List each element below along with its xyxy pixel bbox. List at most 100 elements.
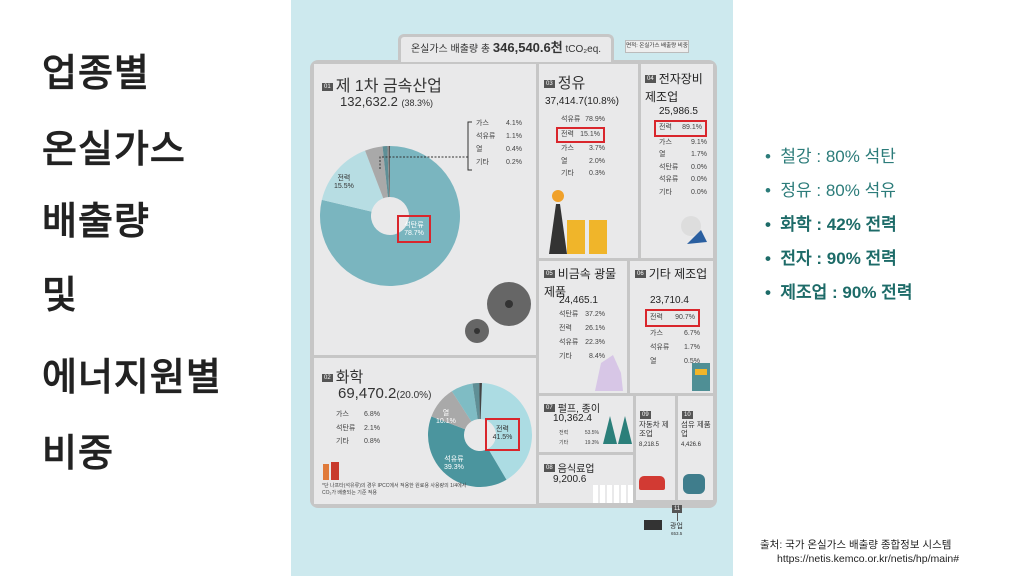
excavator-icon [644, 520, 662, 530]
slice-label: 열 [442, 410, 450, 417]
energy-source: 기타 [559, 440, 569, 446]
energy-source: 전력 [659, 124, 672, 131]
donut-chart-01 [320, 146, 460, 286]
sector-number: 11 [672, 504, 683, 513]
sector-number: 08 [544, 463, 555, 472]
energy-pct: 26.1% [585, 325, 605, 332]
bullet-icon: • [765, 215, 771, 234]
energy-source: 석유류 [650, 344, 670, 351]
sector-name: 광업 [670, 523, 683, 530]
title-line: 업종별 [42, 53, 150, 95]
key-point-text: 화학 : 42% 전력 [780, 215, 897, 234]
energy-source: 석탄류 [559, 311, 579, 318]
donut-slice-석탄류 [472, 383, 480, 420]
sector-share: (38.3%) [401, 98, 433, 108]
slice-value: 10.1% [436, 418, 456, 425]
sector-number: 04 [645, 74, 656, 83]
bullet-icon: • [765, 147, 771, 166]
energy-share-row: 석탄류 0.0% [659, 162, 707, 175]
energy-source: 기타 [561, 170, 574, 177]
energy-source: 석탄류 [336, 424, 356, 432]
donut-slice-기타 [479, 383, 482, 420]
energy-pct: 0.8% [364, 438, 380, 445]
energy-pct: 3.7% [589, 145, 605, 152]
energy-pct: 0.3% [589, 170, 605, 177]
sector-number: 06 [635, 269, 646, 278]
sector-number: 05 [544, 269, 555, 278]
sector-value: 8,218.5 [639, 442, 660, 448]
sector-number: 02 [322, 373, 333, 382]
energy-pct: 53.5% [584, 430, 599, 436]
energy-pct: 2.1% [364, 424, 380, 432]
energy-pct: 4.1% [506, 120, 522, 127]
slice-value: 78.7% [404, 230, 424, 237]
bullet-icon: • [765, 181, 771, 200]
sector-number: 01 [322, 82, 333, 91]
sector-value: 10,362.4 [553, 413, 592, 424]
energy-pct: 2.0% [589, 157, 605, 165]
sector-05-box: 05 비금속 광물제품 24,465.1 석탄류 37.2% 전력 26.1% 석유류 22… [539, 261, 627, 393]
sector-number: 03 [544, 79, 555, 88]
energy-pct: 6.8% [364, 411, 380, 418]
slice-label: 석유류 [444, 456, 464, 463]
energy-source: 전력 [559, 325, 572, 332]
energy-share-row: 전력 26.1% [559, 322, 605, 336]
energy-pct: 0.0% [691, 176, 707, 183]
sector-value: 9,200.6 [553, 474, 587, 485]
donut-slice-전력 [321, 150, 384, 212]
energy-pct: 78.9% [585, 116, 605, 123]
sector-06-box: 06 기타 제조업 23,710.4 전력 90.7% 가스 6.7% 석유류 1.7% 열 0… [630, 261, 713, 393]
sector-name: 기타 제조업 [648, 267, 708, 281]
energy-share-row: 기타 0.3% [561, 168, 605, 181]
sector-name: 화학 [335, 369, 364, 386]
sector-name: 펄프, 종이 [557, 404, 601, 415]
total-emissions-header: 온실가스 배출량 총 346,540.6천 tCO₂eq. [398, 34, 614, 62]
energy-share-row: 석유류 1.7% [650, 341, 700, 355]
donut-slice-전력 [480, 383, 532, 480]
energy-source: 열 [561, 157, 568, 165]
key-point: • 제조업 : 90% 전력 [765, 278, 912, 303]
sector-value: 653.5 [671, 531, 683, 536]
sector-04-box: 04 전자장비 제조업 25,986.5 전력 89.1% 가스 9.1% 열 1.7% 석탄… [641, 64, 713, 258]
energy-pct: 22.3% [585, 339, 605, 346]
energy-pct: 89.1% [682, 124, 702, 131]
leader-line [379, 121, 472, 171]
energy-share-row: 전력 89.1% [654, 120, 707, 137]
sector-name: 제 1차 금속산업 [335, 78, 442, 95]
source-url[interactable]: https://netis.kemco.or.kr/netis/hp/main# [777, 553, 960, 565]
sector-name: 전자장비 제조업 [645, 72, 703, 104]
energy-share-row: 전력 15.1% [556, 126, 605, 143]
donut-slice-열 [387, 146, 390, 198]
energy-source: 기타 [336, 438, 349, 445]
fabric-roll-icon [683, 474, 705, 494]
sector-07-box: 07 펄프, 종이 10,362.4 전력 53.5% 기타 19.3% [539, 396, 633, 452]
sector-name: 자동차 제조업 [639, 420, 669, 438]
slice-value: 39.3% [444, 464, 464, 471]
sector-value: 23,710.4 [650, 295, 689, 306]
footnote: *단 나프타(석유류)의 경우 IPCC에서 적용한 원료용 사용량의 1/4에… [322, 483, 467, 496]
donut-slice-석유류 [382, 146, 390, 198]
factory-icon [320, 458, 342, 485]
sector-02-box: 02 화학 69,470.2(20.0%) 가스 6.8% 석탄류 2.1% 기타 0.8%… [314, 358, 536, 504]
energy-share-row: 가스 6.8% [336, 408, 380, 422]
slice-value: 41.5% [492, 434, 513, 441]
energy-source: 석탄류 [659, 163, 679, 171]
gears-icon [459, 269, 539, 354]
sector-value: 132,632.2 [340, 94, 398, 109]
energy-source: 기타 [476, 159, 489, 166]
key-point-text: 철강 : 80% 석탄 [780, 147, 896, 166]
sector-value: 4,426.6 [681, 442, 702, 448]
oil-rig-icon [539, 184, 614, 261]
energy-share-row: 기타 0.0% [659, 187, 707, 200]
bottles-icon [593, 485, 633, 503]
crystal-icon [591, 353, 625, 398]
energy-share-row: 전력 90.7% [645, 309, 700, 327]
energy-pct: 1.7% [691, 151, 707, 158]
slice-label: 석탄류 [404, 222, 424, 229]
energy-source: 열 [650, 358, 657, 365]
donut-slice-석유류 [428, 416, 507, 487]
key-point: • 화학 : 42% 전력 [765, 210, 897, 235]
energy-share-row: 기타 19.3% [559, 438, 599, 448]
energy-pct: 0.5% [684, 358, 700, 365]
header-value: 346,540.6천 [492, 40, 563, 55]
